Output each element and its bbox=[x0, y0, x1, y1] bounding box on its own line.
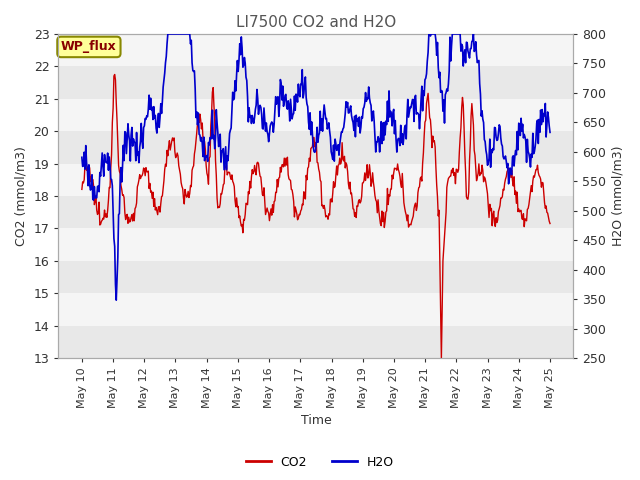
Y-axis label: H2O (mmol/m3): H2O (mmol/m3) bbox=[612, 146, 625, 246]
Bar bbox=[58, 164, 573, 196]
Bar bbox=[58, 131, 573, 164]
Text: WP_flux: WP_flux bbox=[61, 40, 116, 53]
Bar bbox=[58, 261, 573, 293]
Bar bbox=[58, 196, 573, 228]
Bar bbox=[58, 66, 573, 99]
Y-axis label: CO2 (mmol/m3): CO2 (mmol/m3) bbox=[15, 146, 28, 246]
X-axis label: Time: Time bbox=[301, 414, 332, 427]
Bar bbox=[58, 99, 573, 131]
Bar bbox=[58, 34, 573, 66]
Bar bbox=[58, 228, 573, 261]
Bar bbox=[58, 326, 573, 358]
Bar bbox=[58, 293, 573, 326]
Title: LI7500 CO2 and H2O: LI7500 CO2 and H2O bbox=[236, 15, 396, 30]
Legend: CO2, H2O: CO2, H2O bbox=[241, 451, 399, 474]
